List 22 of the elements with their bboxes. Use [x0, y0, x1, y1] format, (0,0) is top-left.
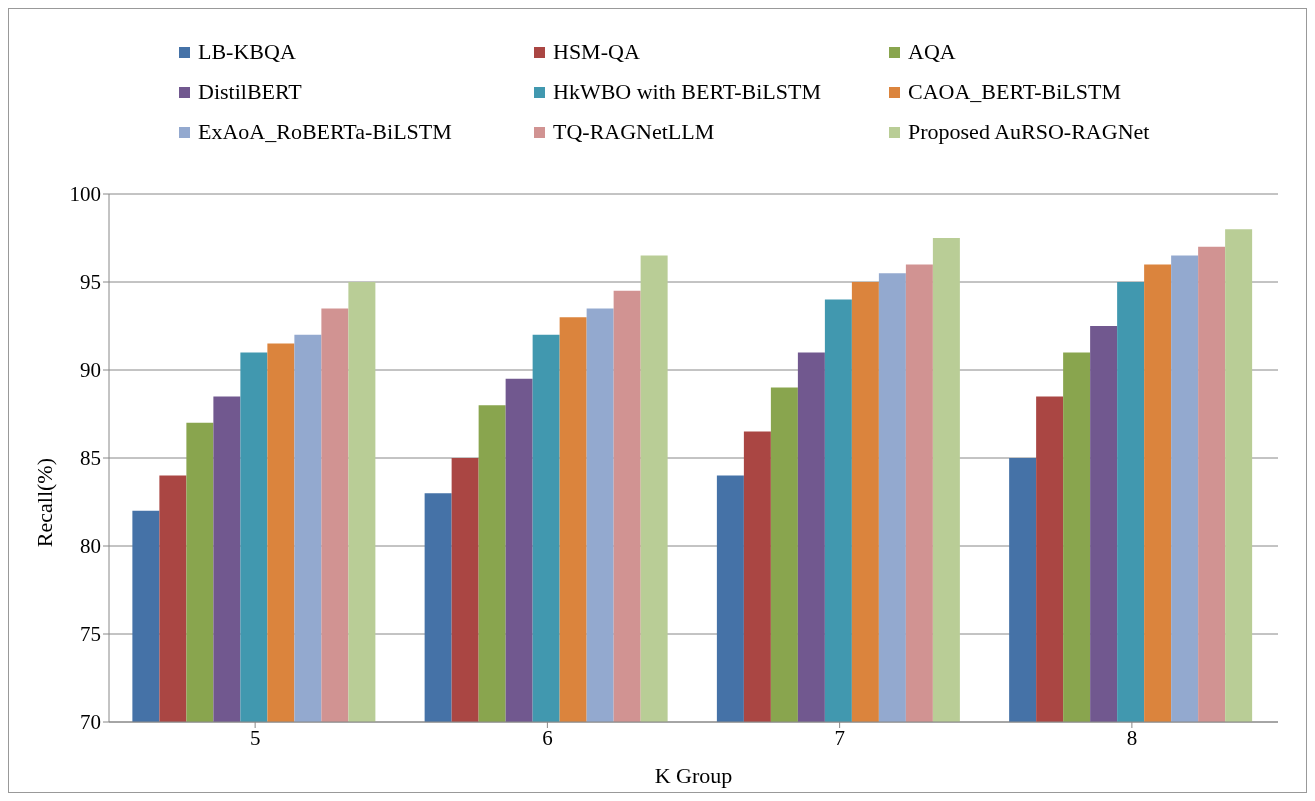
x-axis-title: K Group: [654, 762, 733, 788]
y-tick-label: 70: [80, 710, 101, 735]
x-tick-label: 7: [834, 725, 845, 750]
legend-label: Proposed AuRSO-RAGNet: [908, 119, 1150, 145]
legend-label: CAOA_BERT-BiLSTM: [908, 79, 1122, 105]
x-tick-label: 8: [1126, 725, 1138, 750]
x-tick-label: 6: [542, 725, 553, 750]
y-tick-label: 75: [80, 622, 101, 647]
y-tick-label: 100: [69, 182, 101, 207]
x-tick-label: 5: [249, 725, 261, 750]
legend-label: ExAoA_RoBERTa-BiLSTM: [198, 119, 452, 145]
y-tick-label: 90: [80, 358, 101, 383]
y-axis-title: Recall(%): [31, 458, 57, 548]
legend-label: AQA: [908, 39, 956, 65]
legend-label: HkWBO with BERT-BiLSTM: [553, 79, 821, 105]
y-tick-label: 80: [80, 534, 101, 559]
legend-label: LB-KBQA: [198, 39, 296, 65]
y-tick-label: 85: [80, 446, 101, 471]
legend-label: HSM-QA: [553, 39, 640, 65]
y-tick-label: 95: [80, 270, 101, 295]
legend-label: DistilBERT: [198, 79, 302, 105]
legend-label: TQ-RAGNetLLM: [553, 119, 715, 145]
